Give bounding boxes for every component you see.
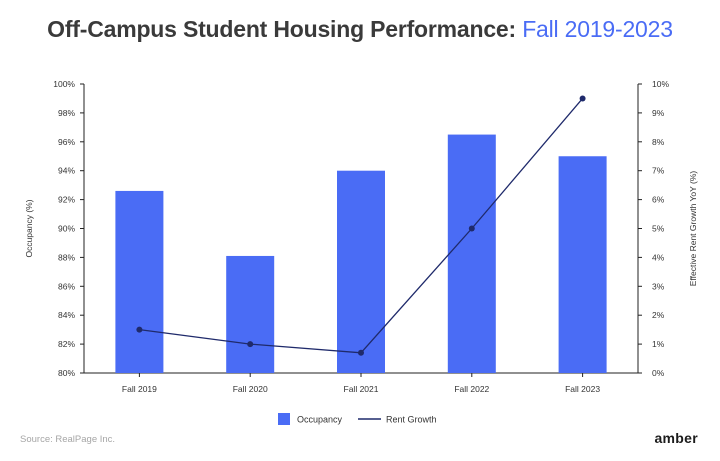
- x-tick-label: Fall 2019: [122, 384, 157, 394]
- y-tick-right-label: 2%: [652, 310, 665, 320]
- y-tick-left-label: 86%: [58, 281, 75, 291]
- y-tick-right-label: 10%: [652, 79, 669, 89]
- line-point-rent-growth: [579, 95, 586, 102]
- y-tick-left-label: 92%: [58, 195, 75, 205]
- x-tick-label: Fall 2023: [565, 384, 600, 394]
- y-axis-right-title: Effective Rent Growth YoY (%): [688, 171, 698, 287]
- y-tick-right-label: 5%: [652, 224, 665, 234]
- line-point-rent-growth: [358, 349, 364, 356]
- y-tick-left-label: 94%: [58, 166, 75, 176]
- bar-occupancy: [558, 156, 607, 373]
- bar-occupancy: [226, 255, 275, 373]
- x-tick-label: Fall 2021: [344, 384, 379, 394]
- y-tick-right-label: 7%: [652, 166, 665, 176]
- legend-label-occupancy: Occupancy: [297, 415, 343, 425]
- y-tick-right-label: 4%: [652, 252, 665, 262]
- y-tick-left-label: 98%: [58, 108, 75, 118]
- x-tick-label: Fall 2022: [454, 384, 489, 394]
- y-tick-left-label: 90%: [58, 224, 75, 234]
- bar-occupancy: [115, 190, 164, 373]
- legend-label-rent-growth: Rent Growth: [386, 415, 437, 425]
- source-note: Source: RealPage Inc.: [20, 434, 116, 445]
- line-point-rent-growth: [136, 326, 143, 333]
- y-tick-right-label: 3%: [652, 281, 665, 291]
- y-tick-right-label: 9%: [652, 108, 665, 118]
- bar-occupancy: [447, 134, 496, 373]
- y-tick-left-label: 80%: [58, 368, 75, 378]
- legend-swatch-occupancy: [278, 413, 290, 425]
- chart-title: Off-Campus Student Housing Performance: …: [0, 16, 720, 43]
- bar-occupancy: [337, 170, 385, 373]
- y-axis-left-title: Occupancy (%): [24, 199, 34, 257]
- y-tick-left-label: 96%: [58, 137, 75, 147]
- y-tick-right-label: 1%: [652, 339, 665, 349]
- y-tick-left-label: 88%: [58, 252, 75, 262]
- brand-logo: amber: [654, 430, 698, 446]
- line-point-rent-growth: [468, 225, 475, 232]
- y-tick-left-label: 84%: [58, 310, 75, 320]
- y-tick-right-label: 8%: [652, 137, 665, 147]
- line-point-rent-growth: [247, 341, 254, 348]
- y-tick-left-label: 100%: [53, 79, 75, 89]
- y-tick-left-label: 82%: [58, 339, 75, 349]
- y-tick-right-label: 0%: [652, 368, 665, 378]
- chart-title-main: Off-Campus Student Housing Performance:: [47, 16, 516, 42]
- x-tick-label: Fall 2020: [233, 384, 268, 394]
- chart-title-highlight: Fall 2019-2023: [522, 16, 673, 42]
- y-tick-right-label: 6%: [652, 195, 665, 205]
